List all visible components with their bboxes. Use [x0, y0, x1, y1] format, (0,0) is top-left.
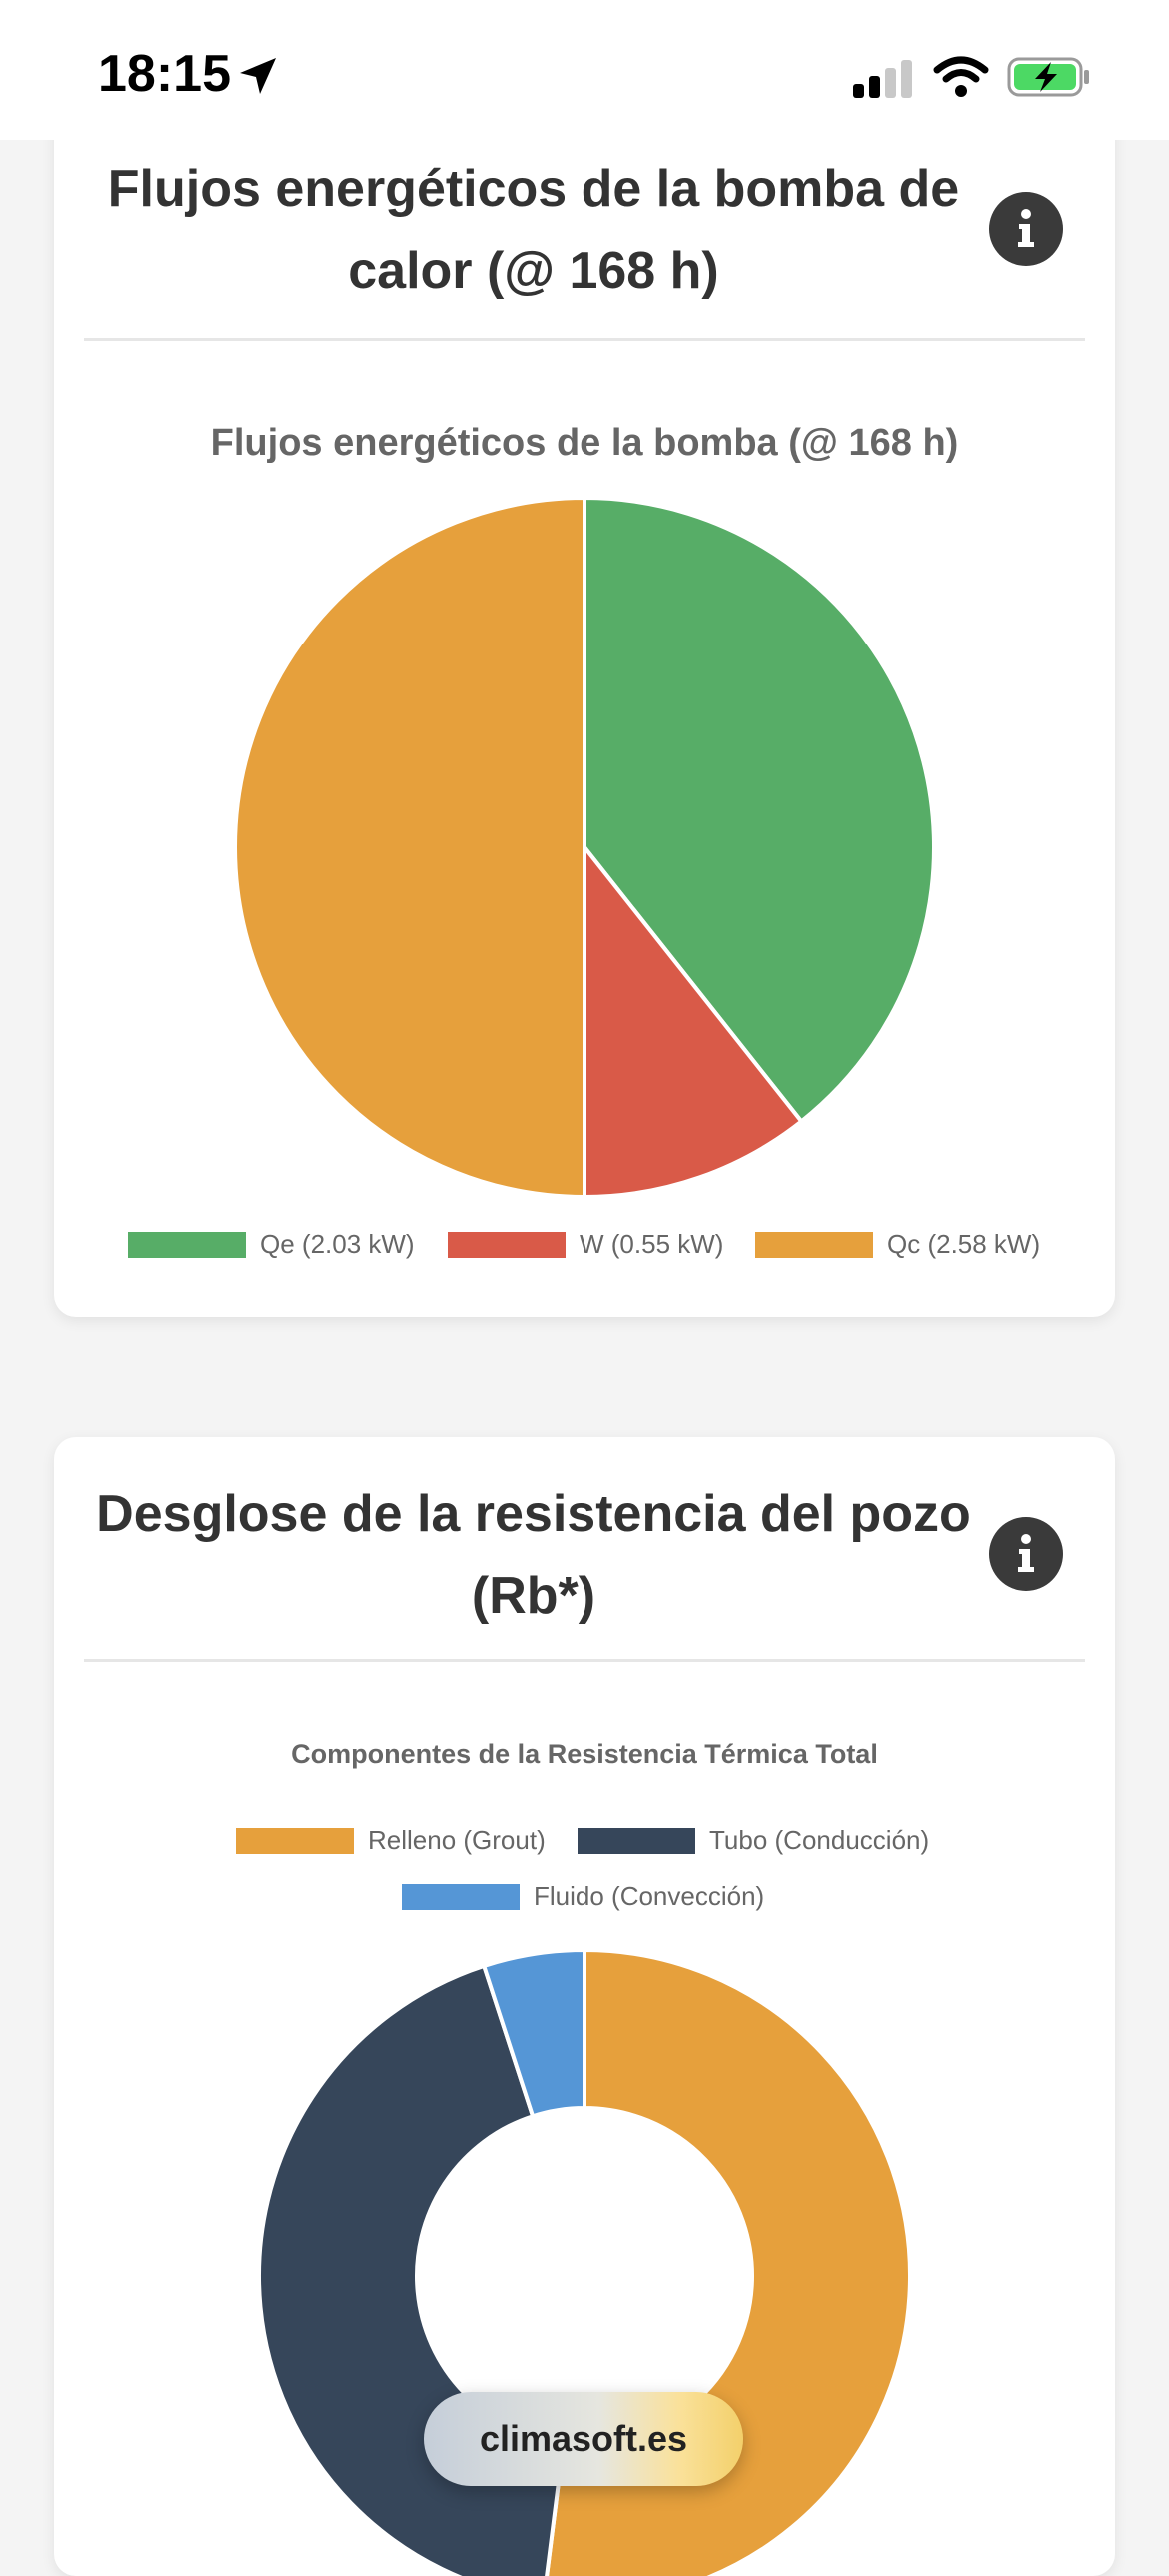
pie-slice-2[interactable]: [583, 841, 805, 1200]
battery-charging-icon: [1007, 57, 1089, 97]
legend-item[interactable]: W (0.55 kW): [448, 1229, 723, 1260]
legend-item[interactable]: Fluido (Convección): [402, 1881, 764, 1912]
legend-item[interactable]: Tubo (Conducción): [578, 1825, 929, 1856]
pie-slice-3[interactable]: [481, 1947, 586, 2119]
legend-label: W (0.55 kW): [580, 1229, 724, 1259]
heat-pump-energy-card: Flujos energéticos de la bomba de calor …: [54, 100, 1115, 1317]
chart-title: Flujos energéticos de la bomba (@ 168 h): [210, 422, 959, 464]
legend-item[interactable]: Relleno (Grout): [236, 1825, 546, 1856]
watermark-badge[interactable]: climasoft.es: [424, 2392, 743, 2486]
legend-label: Qc (2.58 kW): [887, 1229, 1041, 1259]
card-title: Desglose de la resistencia del pozo (Rb*…: [96, 1485, 971, 1625]
energy-flow-pie-chart: [233, 495, 936, 1200]
legend-label: Tubo (Conducción): [709, 1825, 930, 1855]
status-bar: 18:15: [0, 0, 1169, 140]
legend-swatch: [236, 1827, 354, 1854]
legend-swatch: [128, 1231, 246, 1258]
status-time: 18:15: [98, 45, 231, 103]
legend-swatch: [755, 1231, 873, 1258]
legend-item[interactable]: Qe (2.03 kW): [128, 1229, 415, 1260]
legend-item[interactable]: Qc (2.58 kW): [755, 1229, 1040, 1260]
info-icon: [1018, 209, 1034, 247]
location-arrow-icon: [240, 58, 276, 94]
pie-slice-3[interactable]: [233, 495, 586, 1200]
chart-title: Componentes de la Resistencia Térmica To…: [291, 1739, 878, 1769]
legend-label: Qe (2.03 kW): [260, 1229, 415, 1259]
legend-swatch: [578, 1827, 695, 1854]
title-divider: [84, 1659, 1085, 1662]
legend-label: Fluido (Convección): [534, 1881, 765, 1911]
pie-slice-1[interactable]: [583, 495, 936, 1125]
pie-slice-1[interactable]: [544, 1947, 912, 2576]
info-button[interactable]: [989, 1517, 1063, 1591]
legend-swatch: [448, 1231, 566, 1258]
legend-label: Relleno (Grout): [368, 1825, 546, 1855]
card-title: Flujos energéticos de la bomba de calor …: [107, 160, 960, 300]
wifi-icon: [933, 56, 989, 97]
legend-swatch: [402, 1883, 520, 1910]
info-icon: [1018, 1534, 1034, 1572]
info-button[interactable]: [989, 192, 1063, 266]
title-divider: [84, 338, 1085, 341]
cellular-signal-icon: [853, 60, 912, 98]
